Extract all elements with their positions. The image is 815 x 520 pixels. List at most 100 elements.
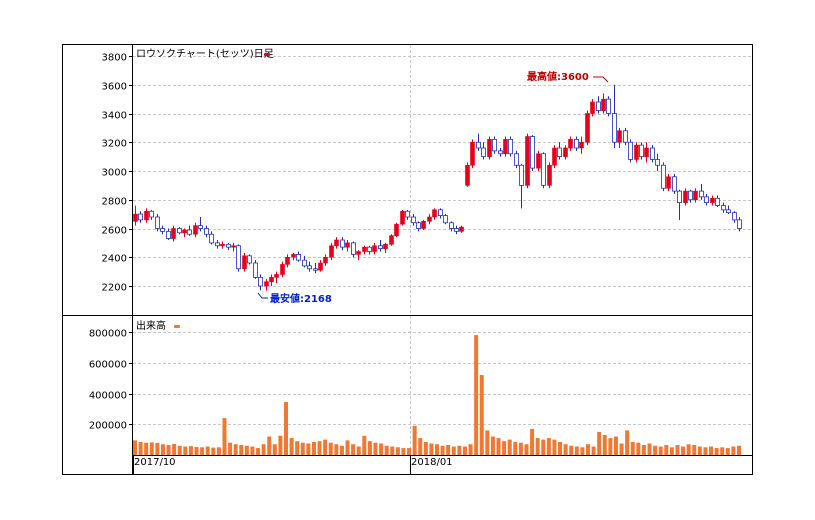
volume-bar <box>468 444 473 455</box>
volume-y-tick-label: 600000 <box>89 360 127 371</box>
volume-bar <box>569 445 574 455</box>
volume-bar <box>636 442 641 455</box>
candle <box>247 254 252 265</box>
candle-body-up <box>372 245 377 252</box>
candle-body-up <box>693 190 698 201</box>
volume-bar <box>300 442 305 455</box>
candle-body-up <box>617 130 622 143</box>
candle <box>487 136 492 160</box>
volume-bar <box>194 447 199 455</box>
candle-body-up <box>568 139 573 149</box>
high-annotation-arrow <box>593 76 609 83</box>
candle-body-down <box>699 190 704 198</box>
volume-bar <box>714 448 719 455</box>
volume-bar <box>580 447 585 455</box>
candle <box>329 242 334 261</box>
volume-bar <box>490 436 495 455</box>
volume-bar <box>591 446 596 455</box>
volume-bar <box>608 438 613 455</box>
volume-bar <box>384 445 389 455</box>
candle-body-down <box>481 147 486 158</box>
volume-bar <box>675 445 680 455</box>
volume-bar <box>692 445 697 455</box>
candle-body-down <box>557 147 562 158</box>
candle-body-down <box>628 141 633 160</box>
candle <box>634 142 639 163</box>
price-y-tick-label: 2800 <box>102 197 127 208</box>
candle <box>258 274 263 291</box>
candle-body-up <box>536 153 541 169</box>
candle-body-up <box>634 144 639 160</box>
candle-body-up <box>683 190 688 203</box>
candle-body-down <box>215 242 220 247</box>
candle <box>318 260 323 272</box>
x-tick-2017-10: 2017/10 <box>134 457 176 468</box>
volume-bar <box>267 436 272 455</box>
volume-bar <box>211 447 216 455</box>
candle <box>133 205 138 226</box>
candle-body-up <box>547 164 552 186</box>
candle <box>193 222 198 238</box>
candle <box>269 274 274 286</box>
volume-bars <box>133 335 741 455</box>
candle-body-up <box>269 277 274 282</box>
high-annotation: 最高値:3600 <box>527 70 589 83</box>
volume-bar <box>457 445 462 455</box>
volume-bar <box>351 444 356 455</box>
price-y-tick-label: 3200 <box>102 139 127 150</box>
candle-body-up <box>552 147 557 166</box>
volume-y-tick-label: 800000 <box>89 329 127 340</box>
candle <box>476 133 481 151</box>
candle-body-down <box>574 138 579 149</box>
volume-bar <box>563 444 568 455</box>
candle-body-down <box>177 228 182 234</box>
candle <box>177 227 182 235</box>
low-annotation: 最安値:2168 <box>270 292 332 305</box>
volume-bar <box>133 440 137 455</box>
candle-body-up <box>487 139 492 157</box>
volume-bar <box>597 431 602 455</box>
volume-bar <box>412 425 417 455</box>
volume-bar <box>323 439 328 455</box>
candle-body-up <box>470 141 475 166</box>
volume-bar <box>479 375 484 455</box>
candle-body-down <box>443 215 448 224</box>
candle <box>732 211 737 223</box>
candle-body-up <box>563 147 568 157</box>
volume-bar <box>446 445 451 455</box>
candle-body-up <box>421 221 426 229</box>
volume-bar <box>379 443 384 455</box>
price-y-tick-label: 3000 <box>102 168 127 179</box>
candle <box>226 242 231 251</box>
volume-bar <box>530 428 535 455</box>
candle <box>394 222 399 238</box>
candle-body-down <box>677 190 682 204</box>
volume-bar <box>295 441 300 455</box>
candle <box>372 242 377 255</box>
candle-body-down <box>623 130 628 143</box>
candle-body-up <box>465 164 470 186</box>
volume-bar <box>731 446 736 455</box>
volume-bar <box>697 446 702 455</box>
volume-bar <box>681 446 686 455</box>
candle-body-down <box>639 144 644 158</box>
candle-body-up <box>182 229 187 234</box>
candle <box>356 250 361 261</box>
candle <box>726 205 731 215</box>
volume-bar <box>188 446 193 455</box>
volume-bar <box>172 443 177 455</box>
candle-body-up <box>291 254 296 258</box>
candle-body-up <box>459 226 464 232</box>
volume-y-tick-label: 200000 <box>89 421 127 432</box>
candle <box>171 225 176 242</box>
volume-legend-marker <box>174 325 180 328</box>
candle-body-down <box>378 245 383 250</box>
candle-body-down <box>351 242 356 255</box>
candle <box>405 209 410 220</box>
candle <box>465 162 470 187</box>
candle <box>666 173 671 192</box>
candle-body-down <box>302 259 307 267</box>
candle-body-down <box>732 212 737 221</box>
volume-bar <box>725 448 730 455</box>
